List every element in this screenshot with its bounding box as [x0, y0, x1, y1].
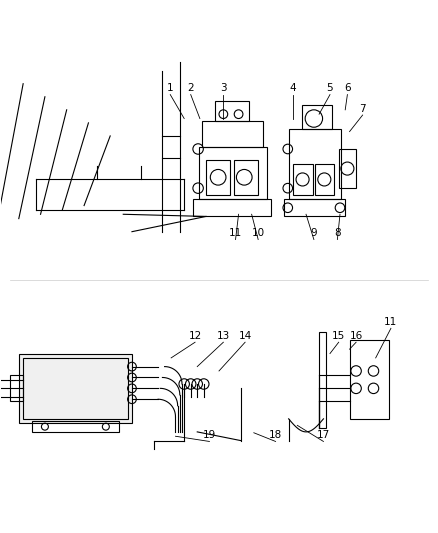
Text: 19: 19 — [203, 430, 216, 440]
Bar — [193, 199, 271, 216]
Bar — [199, 147, 267, 199]
Text: 17: 17 — [317, 430, 330, 440]
Bar — [19, 353, 132, 423]
Bar — [206, 160, 230, 195]
Text: 16: 16 — [350, 330, 363, 341]
Bar — [23, 358, 127, 419]
Bar — [293, 164, 313, 195]
Text: 9: 9 — [311, 228, 317, 238]
Bar — [319, 332, 325, 427]
Text: 8: 8 — [334, 228, 341, 238]
Bar — [339, 149, 356, 188]
Bar — [315, 164, 334, 195]
Text: 10: 10 — [251, 228, 265, 238]
Text: 6: 6 — [344, 83, 351, 93]
Text: 14: 14 — [238, 330, 252, 341]
Text: 12: 12 — [188, 330, 201, 341]
Bar — [234, 160, 258, 195]
Bar — [215, 101, 250, 120]
Text: 11: 11 — [229, 228, 242, 238]
Bar — [289, 130, 341, 199]
Bar — [302, 106, 332, 130]
Text: 7: 7 — [359, 103, 366, 114]
Text: 3: 3 — [220, 83, 226, 93]
Text: 15: 15 — [332, 330, 345, 341]
Bar — [284, 199, 345, 216]
Bar — [201, 120, 262, 147]
Bar — [350, 341, 389, 419]
Bar — [10, 375, 23, 401]
Text: 2: 2 — [187, 83, 194, 93]
Text: 1: 1 — [167, 83, 173, 93]
Text: 13: 13 — [217, 330, 230, 341]
Bar — [32, 421, 119, 432]
Text: 4: 4 — [290, 83, 296, 93]
Text: 5: 5 — [327, 83, 333, 93]
Text: 18: 18 — [269, 430, 282, 440]
Text: 11: 11 — [384, 317, 398, 327]
